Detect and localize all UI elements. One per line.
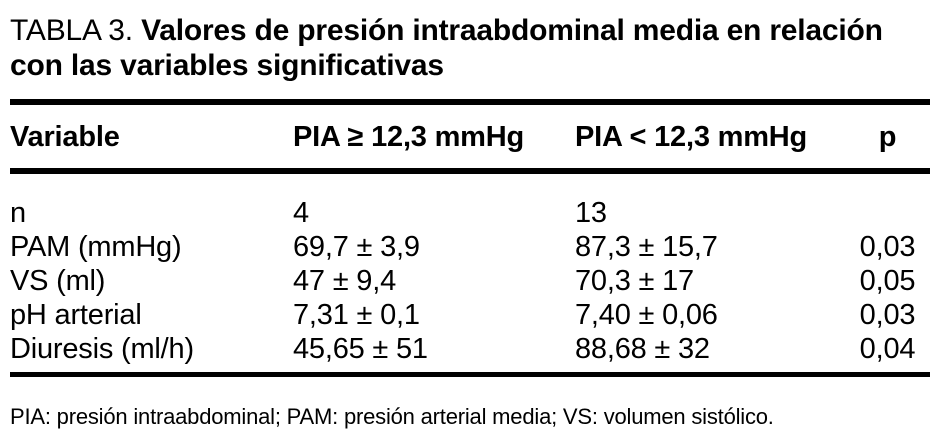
- table-title-line2: con las variables significativas: [10, 49, 444, 82]
- table-title: TABLA 3. Valores de presión intraabdomin…: [10, 13, 930, 83]
- table-row: PAM (mmHg) 69,7 ± 3,9 87,3 ± 15,7 0,03: [10, 230, 930, 264]
- cell-pia-low: 87,3 ± 15,7: [575, 231, 718, 263]
- cell-variable: pH arterial: [10, 299, 142, 331]
- table-row: n 4 13: [10, 196, 930, 230]
- table-row: pH arterial 7,31 ± 0,1 7,40 ± 0,06 0,03: [10, 298, 930, 332]
- table-footnote: PIA: presión intraabdominal; PAM: presió…: [10, 404, 774, 429]
- cell-pia-low: 70,3 ± 17: [575, 265, 694, 297]
- table-row: Diuresis (ml/h) 45,65 ± 51 88,68 ± 32 0,…: [10, 332, 930, 366]
- column-header-p: p: [878, 121, 897, 153]
- column-header-pia-high: PIA ≥ 12,3 mmHg: [293, 121, 525, 153]
- top-rule: [10, 99, 930, 105]
- cell-p-value: [845, 196, 930, 230]
- bottom-rule: [10, 372, 930, 377]
- cell-variable: PAM (mmHg): [10, 231, 182, 263]
- table-header-row: Variable PIA ≥ 12,3 mmHg PIA < 12,3 mmHg…: [10, 105, 930, 168]
- cell-p-value: 0,03: [859, 231, 916, 263]
- cell-variable: n: [10, 197, 26, 229]
- cell-pia-high: 47 ± 9,4: [293, 265, 397, 297]
- table-number-label: TABLA 3.: [10, 14, 133, 47]
- header-rule: [10, 168, 930, 174]
- cell-pia-high: 69,7 ± 3,9: [293, 231, 420, 263]
- table-body: n 4 13 PAM (mmHg) 69,7 ± 3,9 87,3 ± 15,7…: [10, 174, 930, 372]
- column-header-pia-low: PIA < 12,3 mmHg: [575, 121, 808, 153]
- table-title-text-line1: Valores de presión intraabdominal media …: [141, 14, 883, 47]
- cell-pia-high: 4: [293, 197, 309, 229]
- cell-pia-low: 13: [575, 197, 607, 229]
- table-row: VS (ml) 47 ± 9,4 70,3 ± 17 0,05: [10, 264, 930, 298]
- cell-pia-low: 7,40 ± 0,06: [575, 299, 718, 331]
- cell-pia-high: 7,31 ± 0,1: [293, 299, 420, 331]
- cell-p-value: 0,05: [859, 265, 916, 297]
- column-header-variable: Variable: [10, 121, 120, 153]
- cell-pia-high: 45,65 ± 51: [293, 333, 428, 365]
- table-title-line1: TABLA 3. Valores de presión intraabdomin…: [10, 13, 930, 48]
- cell-p-value: 0,03: [859, 299, 916, 331]
- cell-pia-low: 88,68 ± 32: [575, 333, 710, 365]
- cell-variable: Diuresis (ml/h): [10, 333, 194, 365]
- cell-p-value: 0,04: [859, 333, 916, 365]
- cell-variable: VS (ml): [10, 265, 106, 297]
